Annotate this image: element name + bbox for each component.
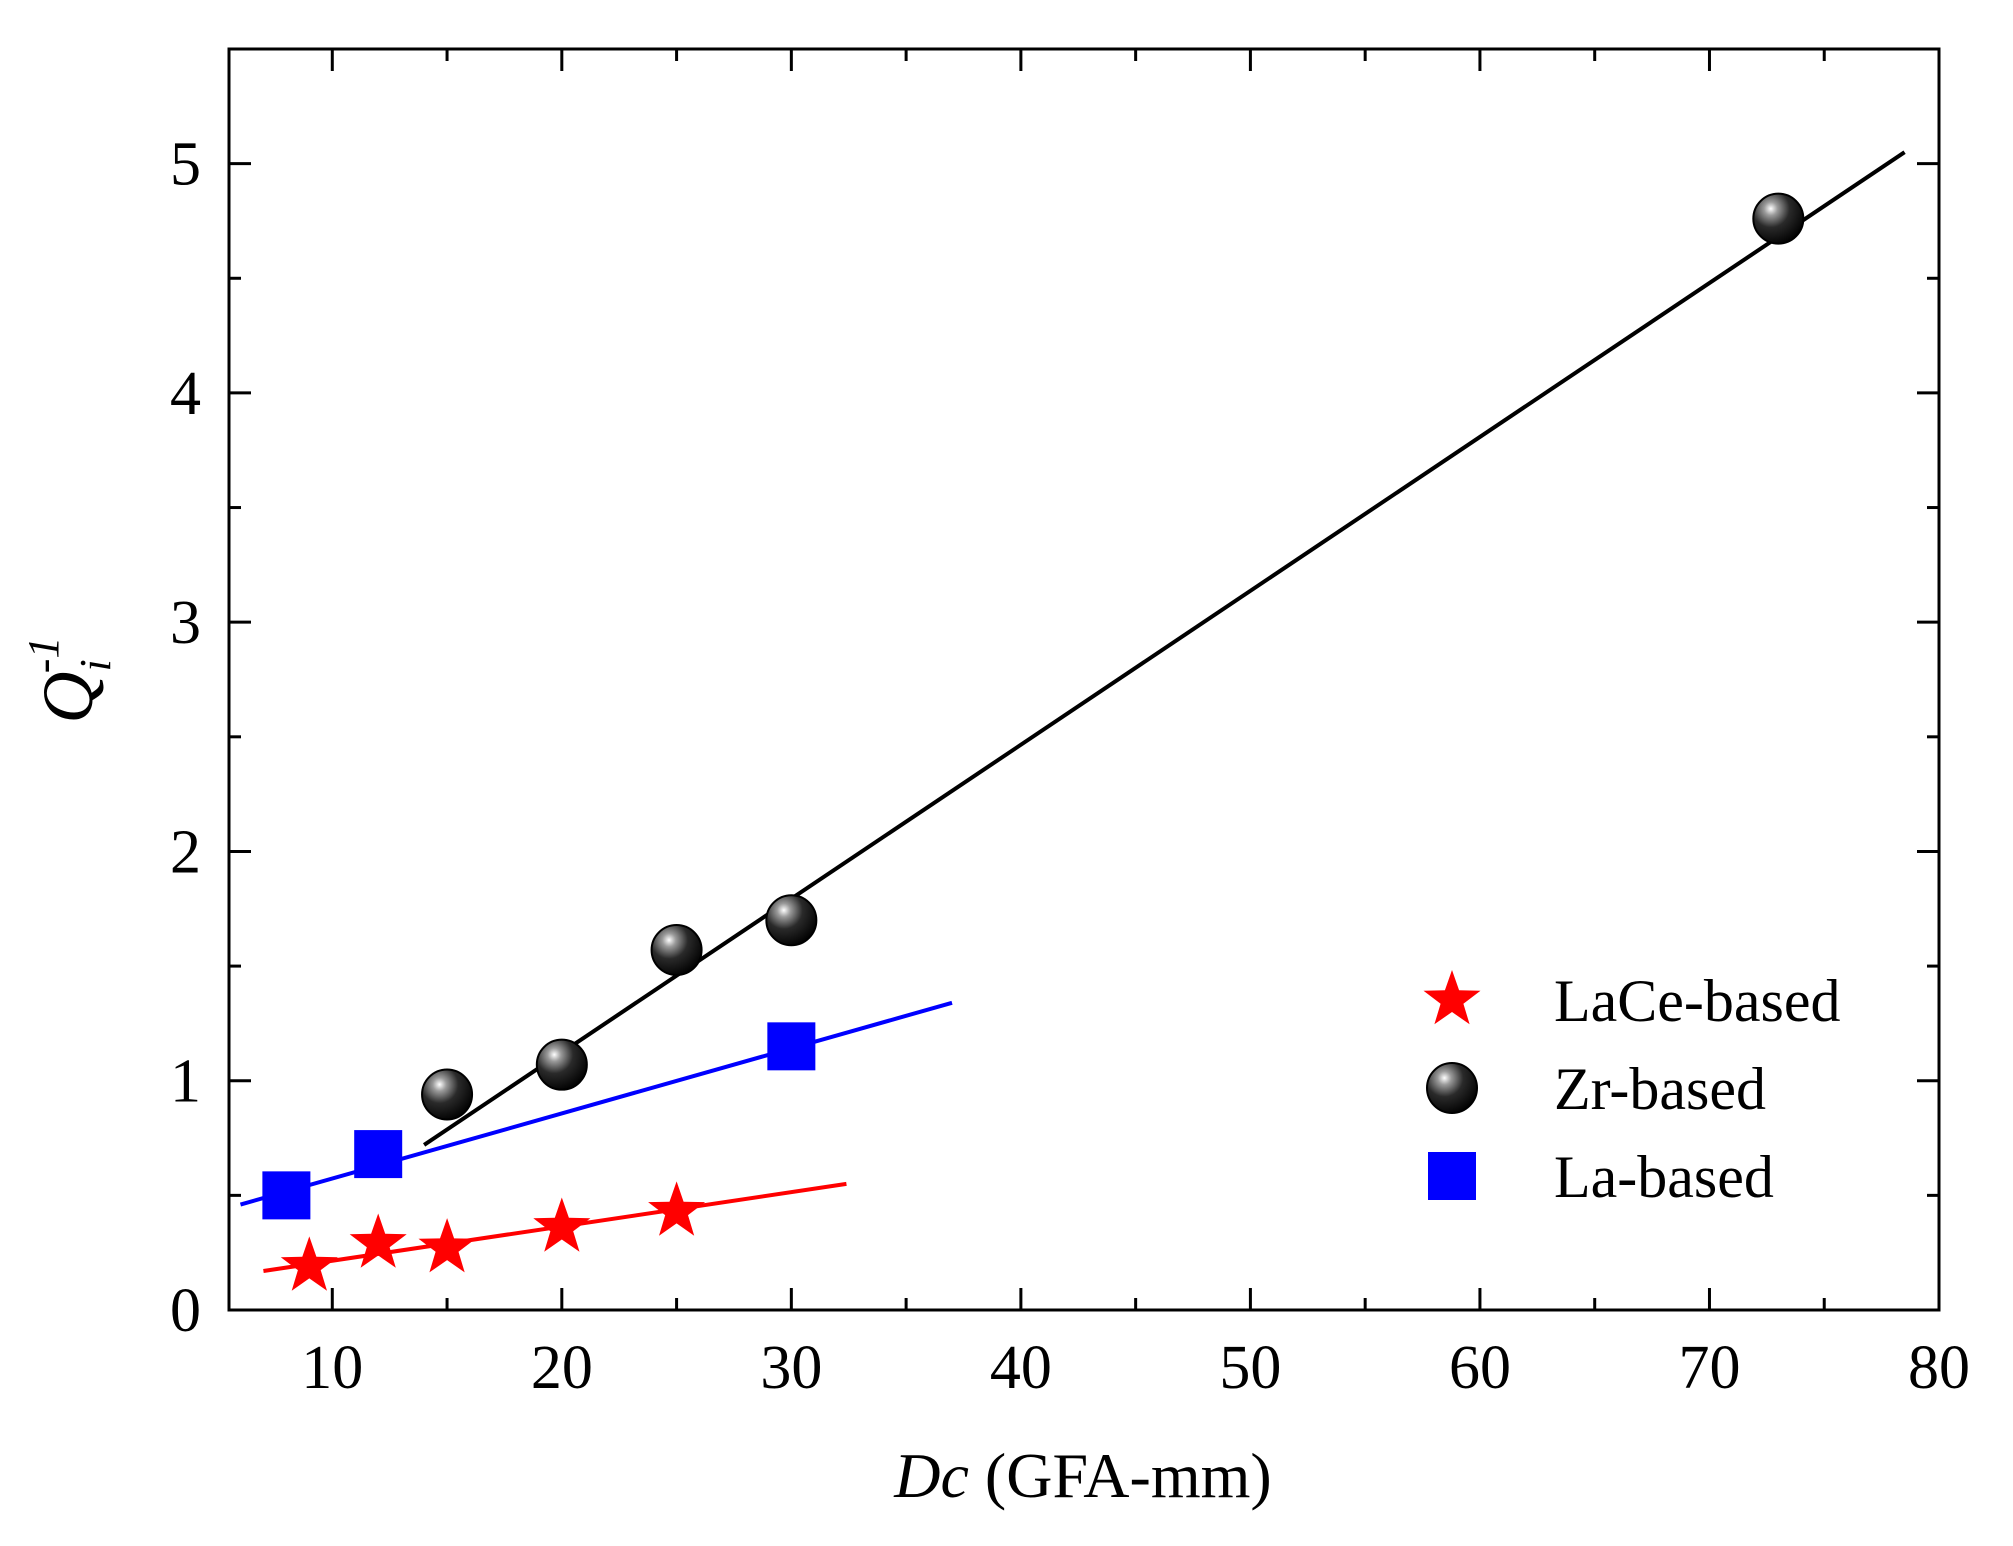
zr-based-point — [765, 894, 818, 947]
lace-based-point — [418, 1218, 476, 1273]
y-tick-label: 0 — [170, 1277, 201, 1345]
y-tick-label: 1 — [170, 1048, 201, 1116]
legend-lace-based-marker — [1423, 970, 1481, 1025]
legend-lace-based-label: LaCe-based — [1554, 968, 1841, 1034]
y-axis-title-sup: -1 — [19, 637, 68, 674]
axis-ticks — [229, 49, 1941, 1312]
y-axis-title-base: Q — [28, 671, 108, 723]
x-tick-label: 80 — [1908, 1334, 1970, 1402]
la-based-point — [262, 1171, 311, 1220]
lace-based-point — [533, 1197, 591, 1252]
zr-based-fit-line — [422, 150, 1906, 1147]
legend-la-based-label: La-based — [1554, 1144, 1774, 1210]
zr-based-point — [535, 1038, 588, 1091]
x-tick-label: 20 — [531, 1334, 593, 1402]
x-tick-label: 40 — [990, 1334, 1052, 1402]
lace-based-point — [280, 1236, 338, 1291]
plot-frame — [227, 47, 1941, 1312]
x-tick-label: 50 — [1219, 1334, 1281, 1402]
lace-based-point — [648, 1181, 706, 1236]
la-based-point — [767, 1022, 816, 1071]
y-tick-label: 3 — [170, 589, 201, 657]
x-tick-label: 30 — [760, 1334, 822, 1402]
y-axis-title: Qi-1 — [19, 637, 120, 724]
x-tick-label: 70 — [1678, 1334, 1740, 1402]
la-based-point — [354, 1130, 403, 1179]
legend: LaCe-based Zr-based La-based — [1423, 968, 1841, 1210]
svg-text:Qi-1: Qi-1 — [19, 637, 120, 724]
y-tick-label: 5 — [170, 131, 201, 199]
zr-based-point — [421, 1068, 474, 1121]
y-tick-label: 2 — [170, 818, 201, 886]
x-tick-label: 10 — [301, 1334, 363, 1402]
x-axis-title: Dc (GFA-mm) — [893, 1440, 1271, 1511]
legend-la-based-marker — [1428, 1152, 1476, 1200]
legend-zr-based-label: Zr-based — [1554, 1056, 1766, 1122]
lace-based-point — [349, 1213, 407, 1268]
tick-labels: 10 20 30 40 50 60 70 80 0 1 2 3 4 5 — [170, 131, 1970, 1402]
la-based-fit-line — [239, 1000, 953, 1207]
y-axis-title-sub: i — [71, 659, 120, 671]
y-tick-label: 4 — [170, 360, 201, 428]
legend-zr-based-marker — [1426, 1062, 1478, 1114]
data-points — [262, 192, 1805, 1291]
zr-based-point — [650, 924, 703, 977]
x-tick-label: 60 — [1449, 1334, 1511, 1402]
zr-based-point — [1752, 192, 1805, 245]
